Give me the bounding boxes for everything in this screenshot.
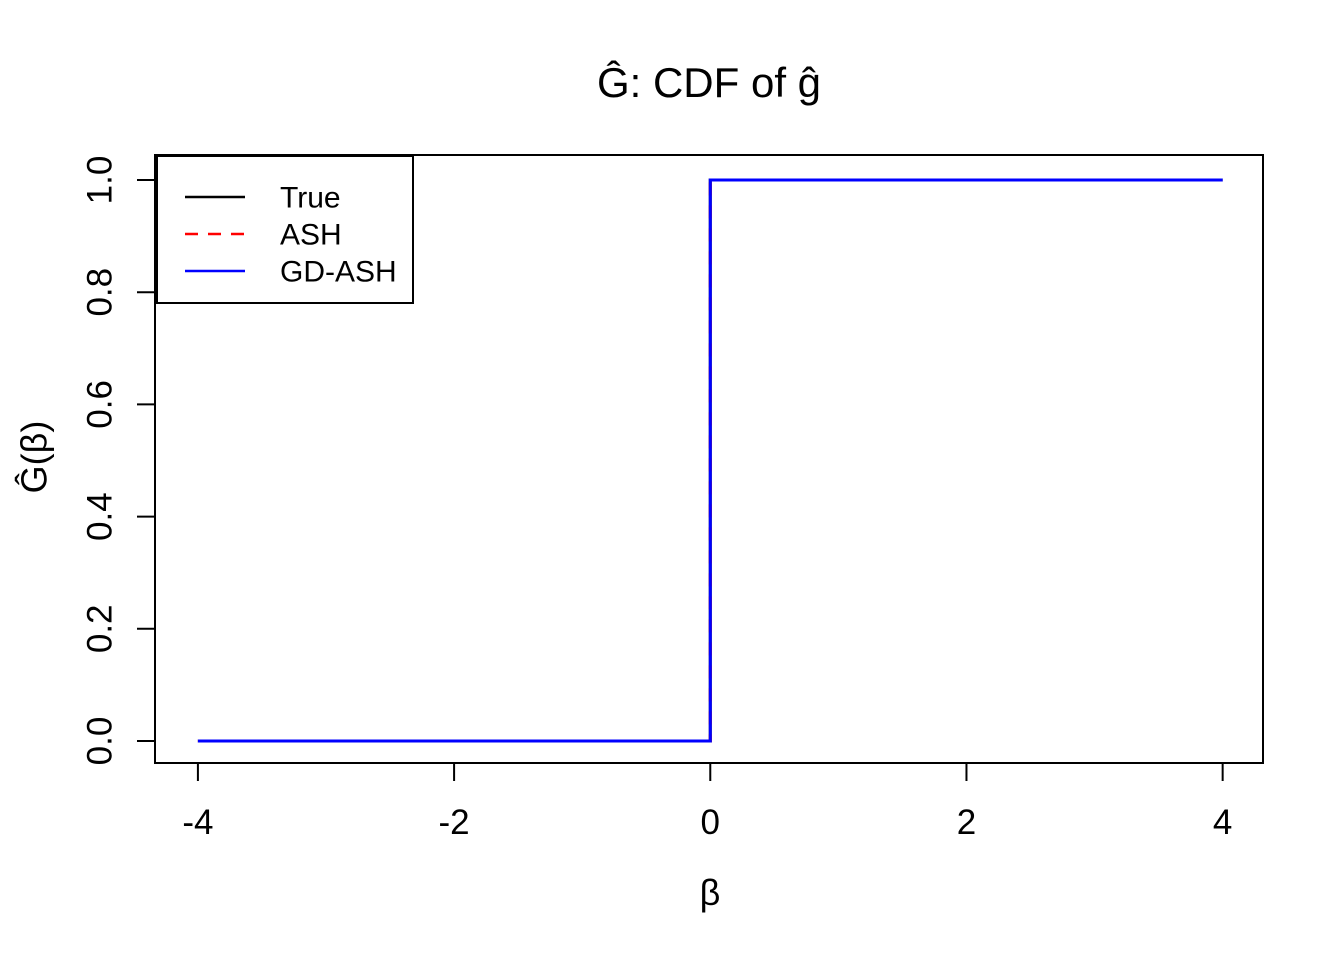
legend-label-true: True bbox=[280, 182, 341, 215]
y-axis: 0.0 0.2 0.4 0.6 0.8 1.0 bbox=[80, 156, 155, 766]
legend-entry-gd-ash: GD-ASH bbox=[185, 256, 397, 289]
legend-entry-ash: ASH bbox=[185, 219, 342, 252]
x-tick-label: 0 bbox=[701, 803, 720, 842]
series-line-gd-ash bbox=[197, 178, 1223, 743]
y-axis-label: Ĝ(β) bbox=[14, 421, 55, 494]
y-tick-label: 0.2 bbox=[80, 604, 119, 653]
y-tick-label: 0.6 bbox=[80, 380, 119, 429]
plot-border bbox=[154, 154, 1264, 764]
chart-title: Ĝ: CDF of ĝ bbox=[597, 59, 821, 106]
y-tick-label: 0.4 bbox=[80, 492, 119, 541]
legend: True ASH GD-ASH bbox=[156, 155, 414, 304]
x-tick-label: 2 bbox=[957, 803, 976, 842]
series-lines bbox=[197, 178, 1223, 743]
x-tick-label: 4 bbox=[1213, 803, 1232, 842]
x-tick-label: -4 bbox=[182, 803, 213, 842]
legend-entry-true: True bbox=[185, 182, 341, 215]
y-tick-label: 1.0 bbox=[80, 156, 119, 205]
x-tick-label: -2 bbox=[439, 803, 470, 842]
y-tick-label: 0.8 bbox=[80, 268, 119, 317]
legend-label-ash: ASH bbox=[280, 219, 342, 252]
legend-box bbox=[156, 155, 414, 304]
x-axis-label: β bbox=[700, 872, 721, 913]
x-axis: -4 -2 0 2 4 bbox=[182, 763, 1232, 842]
y-tick-label: 0.0 bbox=[80, 717, 119, 766]
legend-label-gd-ash: GD-ASH bbox=[280, 256, 397, 289]
